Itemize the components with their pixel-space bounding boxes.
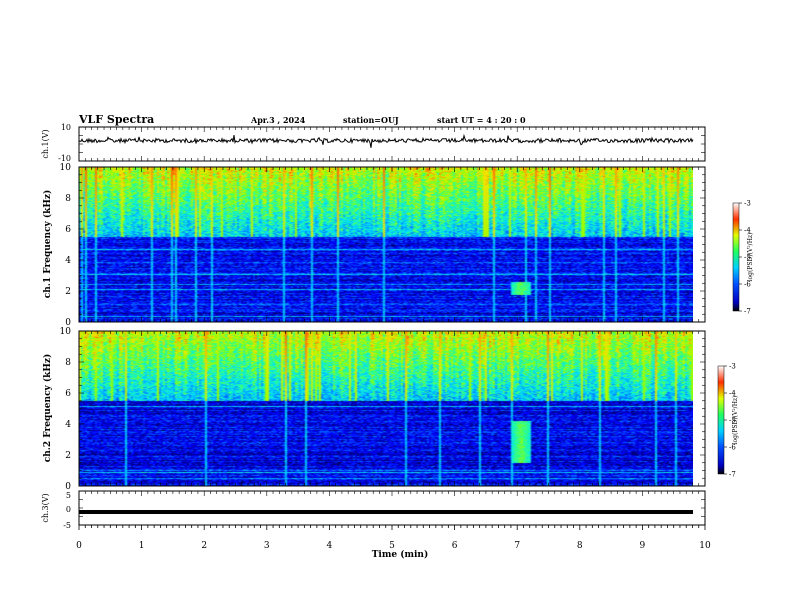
time-tick-label: 6 — [452, 541, 458, 551]
colorbar-tick-label: -3 — [744, 200, 751, 208]
ch1-ytick-bottom: -10 — [58, 154, 71, 163]
colorbar-tick-label: -3 — [729, 363, 736, 371]
time-tick-label: 4 — [327, 541, 333, 551]
frequency-tick-label: 4 — [65, 420, 71, 430]
ch2-colorbar-label: log(PSD)(V²/Hz) — [732, 396, 739, 445]
colorbar-tick-label: -4 — [744, 227, 751, 235]
frequency-tick-label: 8 — [65, 194, 71, 204]
colorbar-tick-label: -7 — [729, 471, 736, 479]
start-time-label: start UT = 4 : 20 : 0 — [437, 115, 526, 125]
time-tick-label: 8 — [577, 541, 583, 551]
colorbar-tick-label: -5 — [729, 417, 736, 425]
time-tick-label: 0 — [76, 541, 82, 551]
ch3-ytick-top: 5 — [66, 491, 71, 500]
ch1-colorbar-ticks: -3 -4 -5 -6 -7 — [739, 200, 751, 316]
ch2-spectrogram-image — [79, 331, 693, 486]
ch1-waveform-trace — [78, 133, 694, 148]
date-label: Apr.3 , 2024 — [251, 115, 306, 125]
colorbar-tick-label: -5 — [744, 254, 751, 262]
colorbar-tick-label: -7 — [744, 308, 751, 316]
frequency-tick-label: 0 — [65, 482, 71, 492]
ch1-spectrogram-image — [79, 167, 693, 322]
time-tick-label: 2 — [201, 541, 207, 551]
ch3-ytick-mid: 0 — [66, 505, 71, 514]
ch1-minor-ticks — [79, 126, 705, 162]
ch3-ylabel: ch.3(V) — [41, 493, 50, 522]
time-tick-label: 5 — [389, 541, 395, 551]
time-tick-label: 10 — [699, 541, 711, 551]
time-tick-label: 9 — [640, 541, 646, 551]
ch1-colorbar — [732, 202, 740, 312]
ch2-frequency-label: ch.2 Frequency (kHz) — [42, 354, 53, 463]
frequency-tick-label: 0 — [65, 318, 71, 328]
ch1-ylabel: ch.1(V) — [41, 129, 50, 158]
colorbar-tick-label: -6 — [744, 281, 751, 289]
ch2-colorbar — [717, 365, 725, 475]
ch2-frequency-ticks: 0 2 4 6 8 10 — [60, 327, 705, 492]
frequency-tick-label: 8 — [65, 358, 71, 368]
time-tick-label: 1 — [139, 541, 145, 551]
time-axis-label: Time (min) — [372, 549, 429, 560]
station-label: station=OUJ — [343, 115, 399, 125]
ch1-colorbar-label: log(PSD)(V²/Hz) — [747, 233, 754, 282]
colorbar-tick-label: -4 — [729, 390, 736, 398]
frequency-tick-label: 6 — [65, 389, 71, 399]
ch3-minor-ticks — [79, 490, 705, 526]
ch1-frequency-ticks: 0 2 4 6 8 10 — [60, 163, 705, 328]
frequency-tick-label: 2 — [65, 451, 71, 461]
frequency-tick-label: 10 — [60, 327, 72, 337]
time-tick-label: 7 — [514, 541, 520, 551]
frequency-tick-label: 4 — [65, 256, 71, 266]
ch3-waveform-panel: 5 0 -5 ch.3(V) — [41, 490, 706, 530]
frequency-tick-label: 6 — [65, 225, 71, 235]
frequency-tick-label: 10 — [60, 163, 72, 173]
time-tick-label: 3 — [264, 541, 270, 551]
colorbar-tick-label: -6 — [729, 444, 736, 452]
chart-title: VLF Spectra — [79, 113, 155, 126]
ch3-ytick-bottom: -5 — [63, 521, 71, 530]
ch1-waveform-panel: 10 -10 ch.1(V) — [41, 123, 706, 163]
ch2-colorbar-ticks: -3 -4 -5 -6 -7 — [724, 363, 736, 479]
time-axis: 0 1 2 3 4 5 6 7 8 9 10 — [76, 127, 711, 551]
ch1-frequency-label: ch.1 Frequency (kHz) — [42, 190, 53, 299]
ch1-ytick-top: 10 — [61, 123, 71, 132]
frequency-tick-label: 2 — [65, 287, 71, 297]
